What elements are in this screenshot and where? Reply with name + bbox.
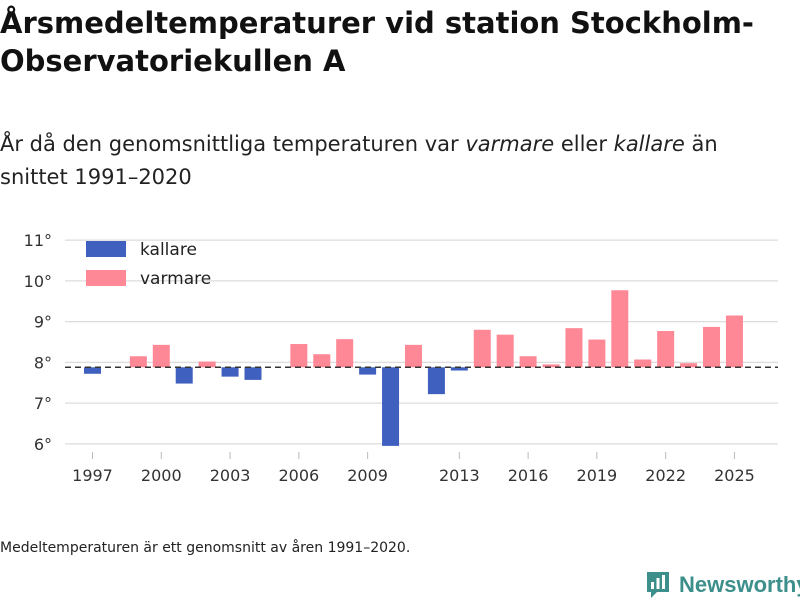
bar-2018: [565, 328, 583, 368]
x-tick-label: 2009: [347, 466, 388, 485]
brand-name: Newsworthy: [679, 572, 800, 597]
newsworthy-brand[interactable]: Newsworthy: [645, 568, 800, 602]
bar-2025: [725, 315, 743, 368]
chart-subtitle: År då den genomsnittliga temperaturen va…: [0, 128, 790, 194]
y-axis-ticks: 6° 7° 8° 9° 10° 11°: [24, 231, 52, 454]
x-axis-ticks: 1997 2000 2003 2006 2009 2013 2016 2019 2022 2025: [72, 452, 755, 485]
bar-2022: [657, 331, 675, 368]
bar-2014: [473, 329, 491, 368]
x-tick-label: 2016: [508, 466, 549, 485]
legend-swatch-colder: [86, 241, 126, 257]
y-tick-label: 7°: [34, 394, 52, 413]
subtitle-colder: kallare: [613, 132, 685, 156]
x-tick-label: 2000: [141, 466, 182, 485]
x-tick-label: 2019: [577, 466, 618, 485]
bar-2010: [382, 367, 400, 446]
bar-2015: [496, 334, 514, 368]
bar-series: [84, 290, 743, 446]
subtitle-warmer: varmare: [465, 132, 555, 156]
legend-label-warmer: varmare: [140, 269, 211, 289]
chart-title: Årsmedeltemperaturer vid station Stockho…: [0, 6, 754, 78]
bar-2013: [450, 367, 468, 371]
bar-2023: [680, 363, 698, 368]
bar-1997: [84, 367, 102, 374]
chart-legend: kallare varmare: [86, 240, 211, 289]
y-tick-label: 11°: [24, 231, 52, 250]
subtitle-part-1: År då den genomsnittliga temperaturen va…: [0, 132, 466, 156]
footnote: Medeltemperaturen är ett genomsnitt av å…: [0, 540, 411, 556]
bar-chart-logo-icon: [647, 572, 669, 598]
y-tick-label: 10°: [24, 272, 52, 291]
x-tick-label: 2013: [439, 466, 480, 485]
bar-2011: [404, 344, 422, 368]
bar-1999: [129, 356, 147, 368]
bar-2019: [588, 339, 606, 368]
x-tick-label: 2025: [714, 466, 755, 485]
bar-2004: [244, 367, 262, 380]
bar-2006: [290, 344, 308, 368]
y-tick-label: 8°: [34, 353, 52, 372]
bar-2021: [634, 359, 652, 368]
bar-2007: [313, 354, 331, 368]
y-tick-label: 6°: [34, 435, 52, 454]
y-tick-label: 9°: [34, 313, 52, 332]
bar-2008: [336, 339, 354, 368]
bar-2024: [703, 326, 721, 368]
bar-2009: [359, 367, 377, 375]
x-tick-label: 2003: [210, 466, 251, 485]
bar-2000: [152, 344, 170, 368]
bar-2012: [427, 367, 445, 395]
legend-swatch-warmer: [86, 270, 126, 286]
bar-2003: [221, 367, 239, 377]
temperature-bar-chart: 6° 7° 8° 9° 10° 11° 1997 2000 2003 2006 2009 2013 2…: [24, 231, 778, 485]
x-tick-label: 2022: [645, 466, 686, 485]
bar-2020: [611, 290, 629, 368]
legend-label-colder: kallare: [140, 240, 197, 260]
subtitle-part-3: än snittet 1991–2020: [0, 132, 718, 189]
subtitle-part-2: eller: [554, 132, 614, 156]
bar-2002: [198, 361, 216, 368]
x-tick-label: 1997: [72, 466, 113, 485]
bar-2017: [542, 364, 560, 368]
bar-2016: [519, 356, 537, 368]
x-tick-label: 2006: [278, 466, 319, 485]
bar-2001: [175, 367, 193, 384]
